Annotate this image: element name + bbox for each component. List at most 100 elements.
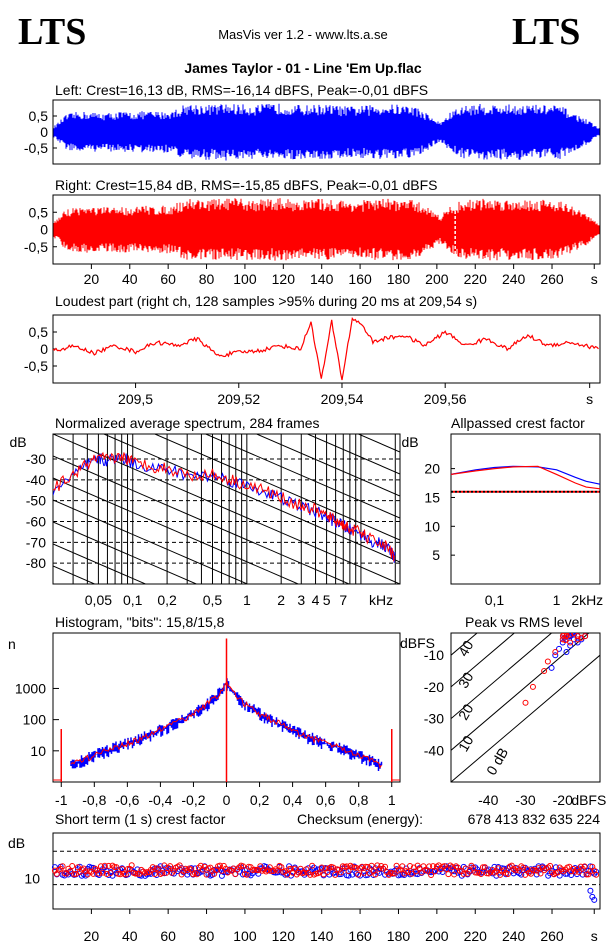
shortcrest-point (69, 863, 76, 870)
x-tick-right: 60 (160, 271, 176, 287)
shortcrest-title: Short term (1 s) crest factor (55, 811, 226, 827)
shortcrest-point (274, 869, 281, 876)
x-tick-right: 180 (387, 271, 411, 287)
shortcrest-point (103, 870, 110, 877)
shortcrest-point (426, 863, 433, 870)
x-tick-shortcrest: 80 (199, 928, 215, 944)
app-version: MasVis ver 1.2 - www.lts.a.se (218, 27, 388, 42)
peakrms-point (574, 633, 581, 640)
x-tick-spectrum: 0,2 (157, 592, 177, 608)
shortcrest-point (59, 863, 66, 870)
x-tick-spectrum: 0,05 (85, 592, 112, 608)
peakrms-diagonal (451, 654, 600, 782)
y-tick-histogram: 10 (30, 743, 46, 759)
y-tick-histogram: 100 (23, 712, 47, 728)
waveform-right (53, 198, 600, 261)
y-tick-peakrms: -20 (424, 679, 444, 695)
x-tick-right: 80 (199, 271, 215, 287)
shortcrest-point (96, 870, 103, 877)
shortcrest-point (97, 863, 104, 870)
y-tick-peakrms: -30 (424, 711, 444, 727)
shortcrest-point (460, 871, 467, 878)
shortcrest-point (556, 864, 563, 871)
shortcrest-point (587, 887, 594, 894)
peakrms-diag-label: 10 (455, 733, 477, 755)
shortcrest-point (535, 865, 542, 872)
spectrum-slope (255, 434, 400, 497)
shortcrest-point (589, 893, 596, 900)
spectrum-grid (53, 434, 400, 584)
track-title: James Taylor - 01 - Line 'Em Up.flac (184, 60, 421, 76)
x-tick-histogram: -0,4 (148, 792, 172, 808)
peakrms-point (574, 636, 581, 643)
x-tick-spectrum: 3 (297, 592, 305, 608)
x-tick-peakrms: -20 (553, 792, 573, 808)
shortcrest-point (418, 869, 425, 876)
shortcrest-point (163, 869, 170, 876)
loudest-series (52, 317, 599, 381)
x-tick-shortcrest: 180 (387, 928, 411, 944)
peakrms-point (552, 652, 559, 659)
shortcrest-point (581, 863, 588, 870)
x-tick-shortcrest: 140 (310, 928, 334, 944)
y-tick-loudest: 0,5 (29, 324, 49, 340)
y-tick-left: -0,5 (24, 140, 48, 156)
x-tick-shortcrest: 220 (464, 928, 488, 944)
checksum-label: Checksum (energy): (297, 811, 423, 827)
peakrms-point (567, 639, 574, 646)
y-tick-spectrum: -50 (26, 493, 46, 509)
shortcrest-point (165, 864, 172, 871)
y-tick-histogram: 1000 (15, 680, 46, 696)
shortcrest-point (291, 865, 298, 872)
x-tick-right: 120 (272, 271, 296, 287)
shortcrest-point (399, 863, 406, 870)
spectrum-slope (204, 434, 400, 519)
spectrum-slope (53, 477, 300, 584)
peakrms-diagonal (451, 633, 590, 751)
peakrms-point (529, 683, 536, 690)
peakrms-point (565, 633, 570, 634)
y-tick-peakrms: -40 (424, 742, 444, 758)
shortcrest-point (203, 871, 210, 878)
shortcrest-point (591, 896, 598, 903)
x-tick-histogram: 0,8 (349, 792, 369, 808)
x-tick-loudest: s (586, 391, 593, 407)
x-tick-histogram: 1 (388, 792, 396, 808)
x-tick-shortcrest: 260 (540, 928, 564, 944)
spectrum-slope (306, 434, 400, 475)
peakrms-point (556, 645, 563, 652)
shortcrest-point (117, 871, 124, 878)
peakrms-point (570, 633, 577, 636)
shortcrest-point (585, 871, 592, 878)
spectrum-right (53, 451, 395, 562)
y-tick-allpassed: 5 (432, 547, 440, 563)
x-tick-right: 140 (310, 271, 334, 287)
x-tick-spectrum: kHz (369, 592, 393, 608)
shortcrest-point (67, 867, 74, 874)
shortcrest-point (167, 863, 174, 870)
spectrum-slope (53, 543, 147, 584)
x-tick-allpassed: 2 (571, 592, 579, 608)
peakrms-point (570, 636, 577, 643)
y-tick-spectrum: -60 (26, 514, 46, 530)
x-tick-right: 200 (425, 271, 449, 287)
peakrms-point (541, 668, 548, 675)
y-tick-allpassed: 20 (424, 461, 440, 477)
peakrms-point (559, 636, 566, 643)
allpassed-ylabel: dB (401, 434, 418, 450)
spectrum-slope (53, 521, 198, 584)
shortcrest-point (111, 864, 118, 871)
peakrms-point (582, 618, 587, 623)
spectrum-slope (53, 499, 249, 584)
x-tick-loudest: 209,56 (424, 391, 467, 407)
x-tick-right: 20 (84, 271, 100, 287)
shortcrest-point (443, 865, 450, 872)
waveform-left (53, 103, 600, 161)
y-tick-peakrms: -10 (424, 647, 444, 663)
spectrum-slope (53, 455, 351, 584)
y-tick-allpassed: 15 (424, 489, 440, 505)
shortcrest-point (481, 864, 488, 871)
y-tick-allpassed: 10 (424, 518, 440, 534)
x-tick-shortcrest: 100 (233, 928, 257, 944)
peakrms-diag-label: 40 (455, 638, 477, 660)
